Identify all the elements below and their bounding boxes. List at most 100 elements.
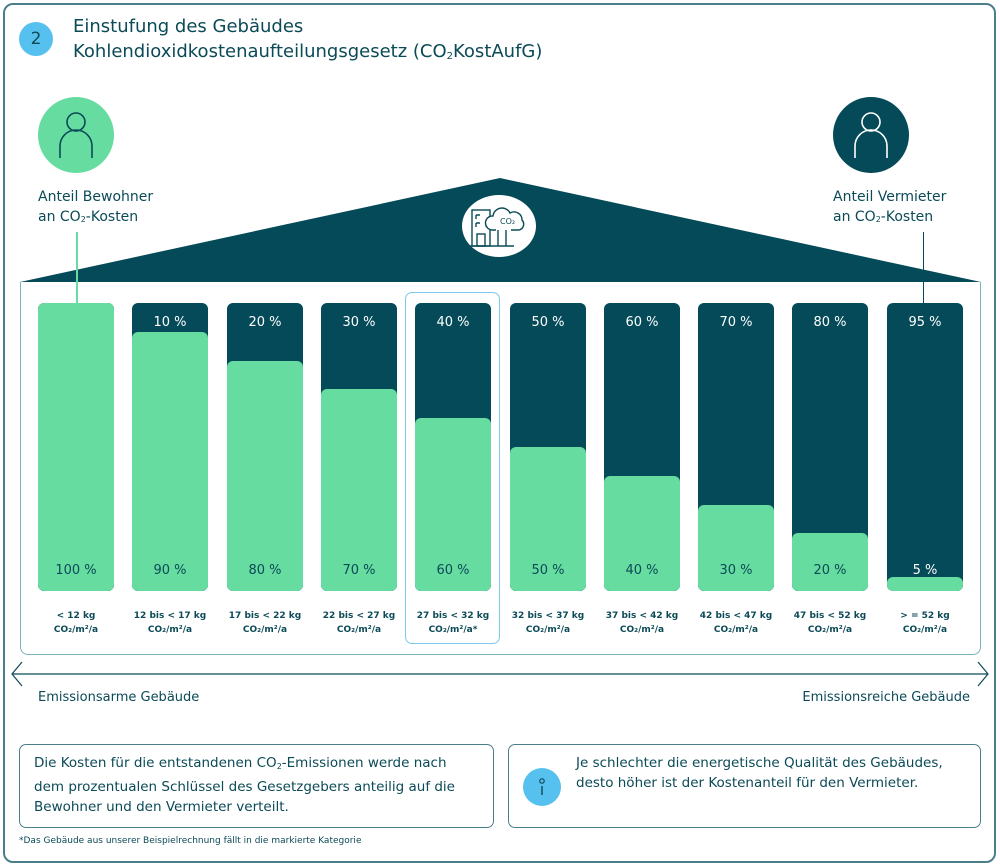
person-icon — [59, 112, 93, 158]
page-title: Einstufung des Gebäudes Kohlendioxidkost… — [73, 14, 542, 69]
category-unit: CO₂/m²/a — [902, 625, 948, 635]
note-text-suffix: -Emissionen werde nach dem prozentualen … — [34, 755, 455, 815]
tenant-share-label: 50 % — [531, 563, 565, 578]
tenant-share-label: 30 % — [719, 563, 753, 578]
bar-column: 70 % 30 % — [698, 303, 774, 591]
category-unit: CO₂/m²/a — [53, 625, 99, 635]
category-range: 37 bis < 42 kg — [605, 611, 679, 621]
title-line-1: Einstufung des Gebäudes — [73, 16, 304, 37]
tenant-share-label: 20 % — [813, 563, 847, 578]
bar-tenant-share — [227, 360, 303, 591]
category-unit: CO₂/m²/a — [242, 625, 288, 635]
category-range: 22 bis < 27 kg — [322, 611, 396, 621]
label-text-suffix: -Kosten — [85, 209, 139, 225]
landlord-share-label: 40 % — [436, 315, 470, 330]
category-unit: CO₂/m²/a — [807, 625, 853, 635]
house-body — [20, 282, 981, 655]
bar-landlord-share: 95 % 5 % — [887, 303, 963, 591]
bar-column: 50 % 50 % — [510, 303, 586, 591]
category-label: > = 52 kg CO₂/m²/a — [870, 609, 980, 637]
label-text: an CO — [38, 209, 81, 225]
tenant-label: Anteil Bewohner an CO2-Kosten — [38, 187, 153, 230]
tenant-share-label: 70 % — [342, 563, 376, 578]
category-range: < 12 kg — [56, 611, 96, 621]
highlighted-category-frame — [405, 292, 500, 644]
label-text: an CO — [833, 209, 876, 225]
landlord-share-label: 80 % — [813, 315, 847, 330]
bar-landlord-share: 70 % 30 % — [698, 303, 774, 591]
category-range: 27 bis < 32 kg — [416, 611, 490, 621]
category-range: 47 bis < 52 kg — [793, 611, 867, 621]
landlord-share-label: 10 % — [153, 315, 187, 330]
category-range: 12 bis < 17 kg — [133, 611, 207, 621]
bar-tenant-share — [132, 331, 208, 591]
note-info-text: Je schlechter die energetische Qualität … — [576, 755, 943, 791]
tenant-share-label: 60 % — [436, 563, 470, 578]
tenant-label-line-2: an CO2-Kosten — [38, 207, 153, 230]
category-range: > = 52 kg — [900, 611, 950, 621]
tenant-share-label: 100 % — [55, 563, 97, 578]
bar-tenant-share — [415, 418, 491, 591]
note-info: Je schlechter die energetische Qualität … — [508, 744, 981, 828]
category-unit: CO₂/m²/a — [619, 625, 665, 635]
landlord-label-line-2: an CO2-Kosten — [833, 207, 946, 230]
bar-landlord-share: 60 % 40 % — [604, 303, 680, 591]
card-frame — [3, 3, 996, 863]
title-subscript: 2 — [446, 51, 454, 62]
landlord-label-line-1: Anteil Vermieter — [833, 189, 947, 205]
bar-column: 10 % 90 % — [132, 303, 208, 591]
bar-tenant-share — [321, 389, 397, 591]
category-unit: CO₂/m²/a — [147, 625, 193, 635]
axis-label-low-emission: Emissionsarme Gebäude — [38, 690, 200, 705]
landlord-connector-line — [923, 232, 924, 304]
bar-tenant-share — [38, 303, 114, 591]
landlord-share-label: 95 % — [908, 315, 942, 330]
bar-landlord-share: 10 % 90 % — [132, 303, 208, 591]
bar-tenant-share — [792, 533, 868, 591]
note-cost-distribution: Die Kosten für die entstandenen CO2-Emis… — [19, 744, 494, 828]
info-icon — [523, 768, 561, 806]
tenant-share-label: 40 % — [625, 563, 659, 578]
person-icon — [854, 112, 888, 158]
bar-tenant-share — [698, 504, 774, 591]
bar-landlord-share: 80 % 20 % — [792, 303, 868, 591]
category-label: 47 bis < 52 kg CO₂/m²/a — [775, 609, 885, 637]
landlord-share-label: 70 % — [719, 315, 753, 330]
tenant-avatar — [38, 97, 114, 173]
bar-column: 40 % 60 % — [415, 303, 491, 591]
landlord-label: Anteil Vermieter an CO2-Kosten — [833, 187, 946, 230]
bar-tenant-share — [604, 475, 680, 591]
category-label: 32 bis < 37 kg CO₂/m²/a — [493, 609, 603, 637]
arrow-right-icon — [977, 661, 989, 687]
bar-landlord-share: 20 % 80 % — [227, 303, 303, 591]
bar-tenant-share — [887, 576, 963, 591]
bar-landlord-share: 30 % 70 % — [321, 303, 397, 591]
landlord-share-label: 30 % — [342, 315, 376, 330]
tenant-label-line-1: Anteil Bewohner — [38, 189, 154, 205]
title-text-suffix: KostAufG) — [453, 41, 543, 62]
category-unit: CO₂/m²/a* — [428, 625, 478, 635]
category-label: 12 bis < 17 kg CO₂/m²/a — [115, 609, 225, 637]
category-label: 37 bis < 42 kg CO₂/m²/a — [587, 609, 697, 637]
category-unit: CO₂/m²/a — [713, 625, 759, 635]
bar-landlord-share: 40 % 60 % — [415, 303, 491, 591]
landlord-share-label: 60 % — [625, 315, 659, 330]
roof-icon-badge: CO₂ — [462, 195, 536, 257]
category-unit: CO₂/m²/a — [336, 625, 382, 635]
bar-tenant-share — [510, 447, 586, 591]
footnote: *Das Gebäude aus unserer Beispielrechnun… — [19, 836, 362, 846]
bar-landlord-share: 100 % — [38, 303, 114, 591]
bar-column: 95 % 5 % — [887, 303, 963, 591]
bar-column: 20 % 80 % — [227, 303, 303, 591]
category-range: 42 bis < 47 kg — [699, 611, 773, 621]
title-line-2: Kohlendioxidkostenaufteilungsgesetz (CO2… — [73, 39, 542, 69]
co2-text: CO₂ — [500, 217, 515, 226]
tenant-connector-line — [76, 232, 78, 304]
tenant-share-label: 80 % — [248, 563, 282, 578]
arrow-left-icon — [11, 661, 23, 687]
landlord-share-label: 50 % — [531, 315, 565, 330]
bar-column: 80 % 20 % — [792, 303, 868, 591]
title-text: Kohlendioxidkostenaufteilungsgesetz (CO — [73, 41, 447, 62]
bar-column: 100 % — [38, 303, 114, 591]
category-unit: CO₂/m²/a — [525, 625, 571, 635]
